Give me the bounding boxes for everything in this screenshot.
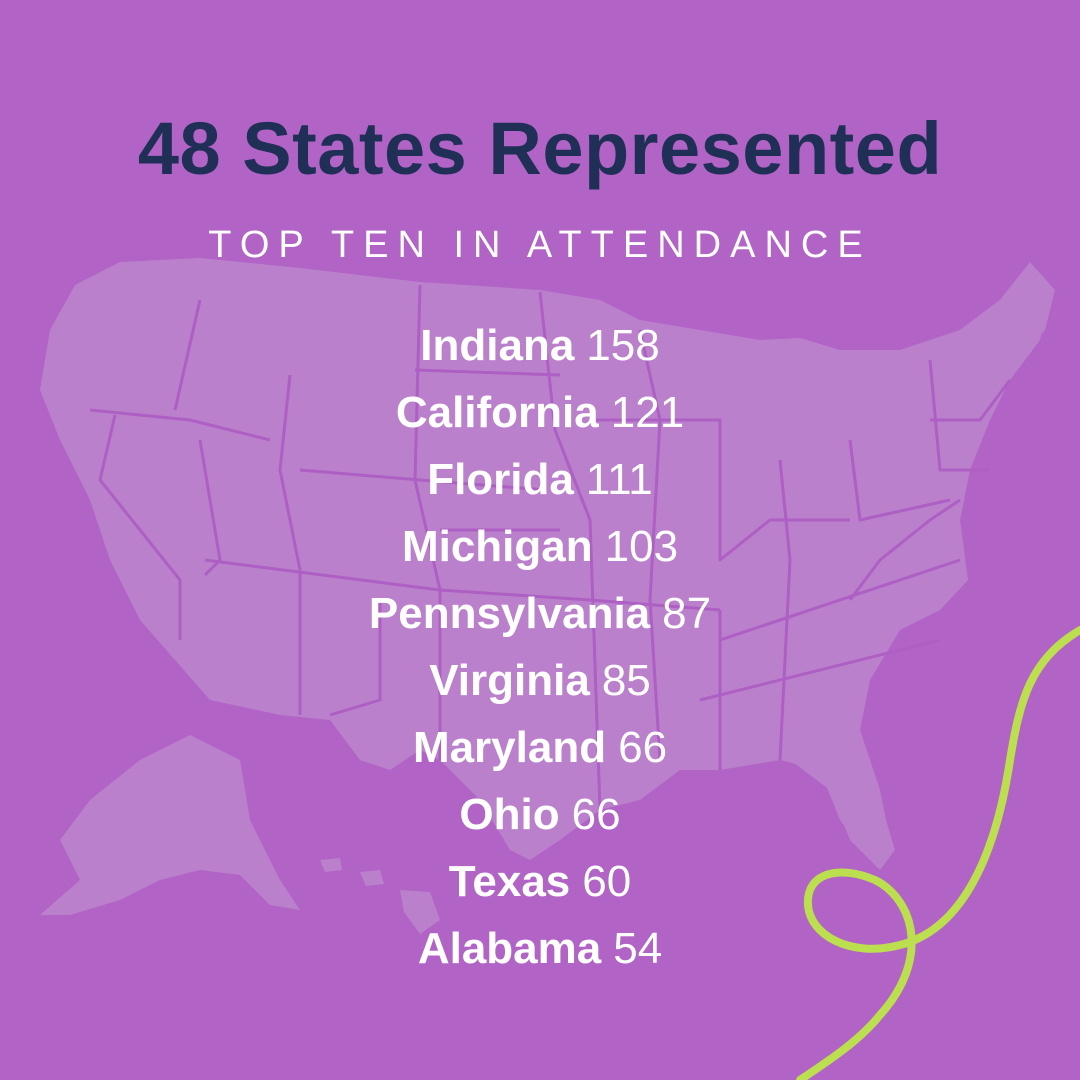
state-name: Indiana — [420, 321, 575, 370]
list-item: Virginia 85 — [0, 647, 1080, 714]
state-count: 103 — [604, 522, 679, 571]
page-subtitle: TOP TEN IN ATTENDANCE — [208, 224, 872, 266]
page-title: 48 States Represented — [137, 107, 943, 190]
attendance-list: Indiana 158 California 121 Florida 111 Mich… — [0, 312, 1080, 982]
state-name: California — [395, 388, 599, 437]
state-name: Pennsylvania — [368, 589, 651, 638]
state-name: Virginia — [429, 656, 590, 705]
list-item: Michigan 103 — [0, 513, 1080, 580]
state-count: 54 — [613, 924, 663, 973]
state-count: 66 — [618, 723, 668, 772]
list-item: Ohio 66 — [0, 781, 1080, 848]
state-count: 158 — [586, 321, 660, 370]
list-item: Alabama 54 — [0, 915, 1080, 982]
list-item: Texas 60 — [0, 848, 1080, 915]
state-name: Florida — [427, 455, 574, 504]
state-name: Maryland — [412, 723, 607, 772]
list-item: Florida 111 — [0, 446, 1080, 513]
state-count: 66 — [571, 790, 621, 839]
state-count: 87 — [662, 589, 712, 638]
state-name: Michigan — [401, 522, 593, 571]
state-count: 121 — [610, 388, 685, 437]
state-count: 60 — [582, 857, 632, 906]
list-item: Pennsylvania 87 — [0, 580, 1080, 647]
state-count: 85 — [601, 656, 651, 705]
list-item: California 121 — [0, 379, 1080, 446]
state-name: Texas — [448, 857, 571, 906]
list-item: Indiana 158 — [0, 312, 1080, 379]
state-count: 111 — [585, 455, 653, 504]
state-name: Alabama — [417, 924, 602, 973]
list-item: Maryland 66 — [0, 714, 1080, 781]
state-name: Ohio — [459, 790, 560, 839]
